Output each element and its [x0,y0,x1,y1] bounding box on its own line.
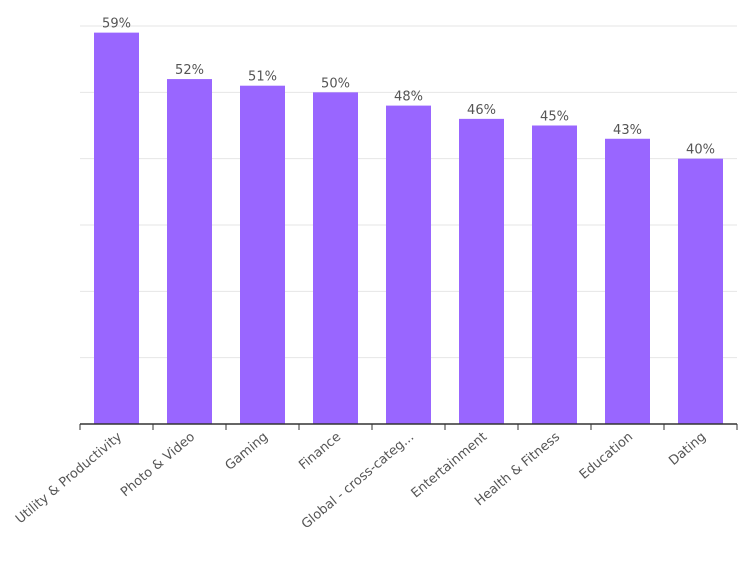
bar [386,105,431,424]
data-label: 43% [613,123,642,138]
data-label: 46% [467,103,496,118]
data-labels: 59% 52% 51% 50% 48% 46% 45% 43% 40% [102,17,715,158]
x-tick-label: Entertainment [409,430,491,502]
bar [532,125,577,424]
bar [94,32,139,425]
bar [678,158,723,424]
bar [167,79,212,425]
data-label: 52% [175,63,204,78]
bar [240,85,285,424]
bar [313,92,358,424]
x-tick-label: Utility & Productivity [13,429,125,527]
data-label: 40% [686,143,715,158]
data-label: 45% [540,110,569,125]
bars [94,32,723,425]
x-tick-label: Dating [666,430,709,469]
x-tick-label: Photo & Video [118,430,198,501]
bar [605,138,650,424]
x-tick-label: Gaming [223,430,272,474]
data-label: 51% [248,70,277,85]
data-label: 59% [102,17,131,32]
data-label: 48% [394,90,423,105]
bar [459,118,504,424]
x-tick-label: Education [577,430,636,483]
data-label: 50% [321,76,350,91]
x-tick-label: Finance [296,430,344,473]
x-axis-ticks [79,424,738,430]
